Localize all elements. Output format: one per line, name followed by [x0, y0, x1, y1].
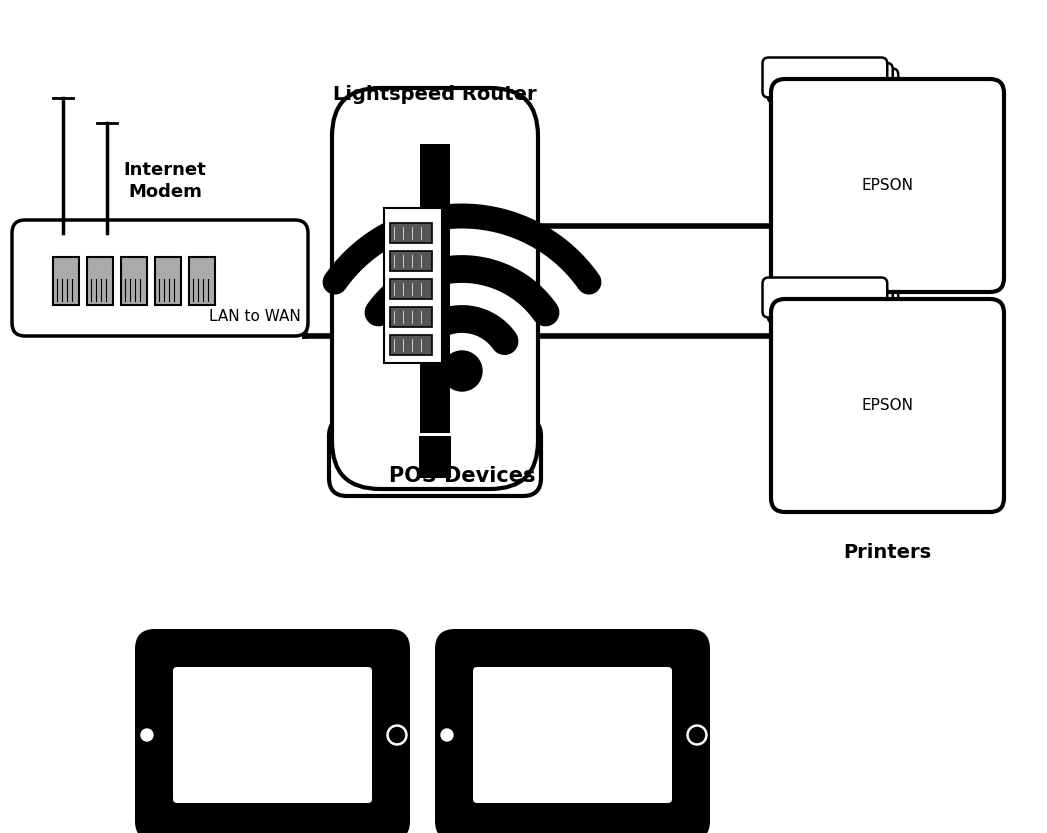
Bar	[389, 251, 432, 271]
Circle shape	[389, 727, 404, 742]
Circle shape	[690, 727, 705, 742]
Bar	[389, 335, 432, 355]
FancyBboxPatch shape	[173, 667, 372, 803]
FancyBboxPatch shape	[774, 68, 898, 108]
Text: ZYXEL: ZYXEL	[419, 453, 451, 463]
FancyBboxPatch shape	[768, 283, 893, 323]
Bar	[53, 257, 79, 305]
Bar	[87, 257, 113, 305]
FancyBboxPatch shape	[762, 277, 887, 317]
Bar	[389, 223, 432, 243]
Circle shape	[441, 729, 453, 741]
Bar	[419, 436, 451, 478]
FancyBboxPatch shape	[771, 299, 1004, 512]
Circle shape	[687, 725, 707, 745]
Text: Printers: Printers	[843, 543, 931, 562]
Bar	[190, 257, 215, 305]
FancyBboxPatch shape	[435, 629, 710, 833]
Bar	[155, 257, 181, 305]
Text: EPSON: EPSON	[862, 178, 913, 193]
FancyBboxPatch shape	[329, 418, 541, 496]
FancyBboxPatch shape	[332, 88, 538, 489]
FancyBboxPatch shape	[12, 220, 308, 336]
FancyBboxPatch shape	[473, 667, 672, 803]
FancyBboxPatch shape	[774, 288, 898, 328]
FancyBboxPatch shape	[768, 63, 893, 103]
FancyBboxPatch shape	[135, 629, 410, 833]
Text: Internet
Modem: Internet Modem	[124, 161, 206, 201]
Circle shape	[442, 351, 482, 391]
Circle shape	[141, 729, 153, 741]
Bar	[389, 307, 432, 327]
FancyBboxPatch shape	[762, 57, 887, 97]
Bar	[384, 208, 442, 363]
Bar	[420, 144, 450, 433]
FancyBboxPatch shape	[771, 79, 1004, 292]
Bar	[389, 279, 432, 299]
Text: EPSON: EPSON	[862, 398, 913, 413]
Circle shape	[387, 725, 407, 745]
Text: POS Devices: POS Devices	[388, 466, 535, 486]
Text: LAN to WAN: LAN to WAN	[209, 309, 300, 324]
Text: Lightspeed Router: Lightspeed Router	[333, 84, 537, 103]
Bar	[121, 257, 147, 305]
